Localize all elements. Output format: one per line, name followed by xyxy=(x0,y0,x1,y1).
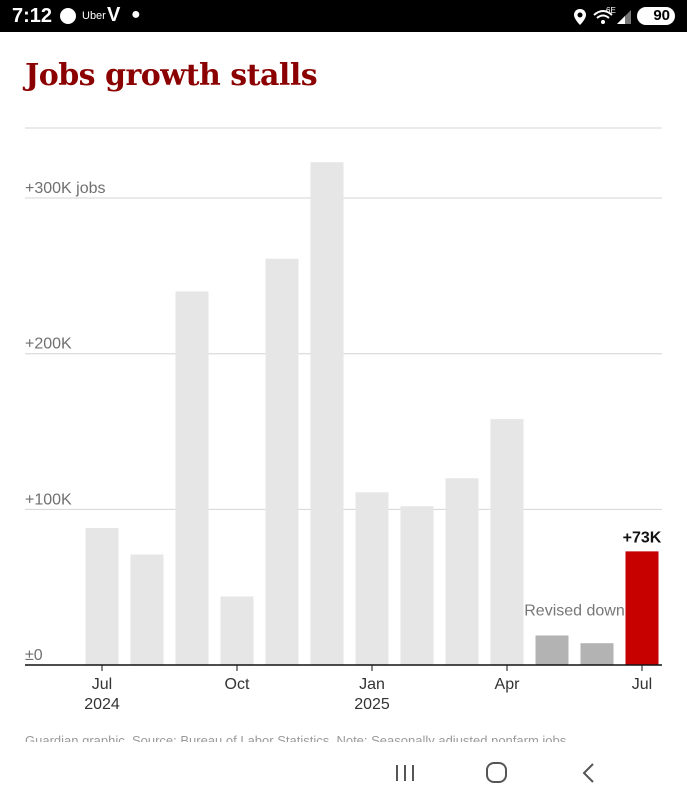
bar-jan-2025 xyxy=(355,492,389,665)
home-icon[interactable] xyxy=(482,760,510,786)
chart-title: Jobs growth stalls xyxy=(25,58,318,93)
navigation-bar xyxy=(0,748,687,800)
wifi-icon xyxy=(593,10,613,24)
status-time: 7:12 xyxy=(12,5,53,27)
bar-jul-2025 xyxy=(625,551,659,665)
bar-feb-2025 xyxy=(400,506,434,665)
battery-level: 90 xyxy=(653,7,670,24)
x-tick-label: Oct xyxy=(225,676,250,693)
bar-jul-2024 xyxy=(85,528,119,665)
location-icon xyxy=(574,9,586,25)
bar-chart: ±0 +100K +200K +300K jobs Jul 2024 Oct Jan 2025 A… xyxy=(25,127,662,713)
bar-oct-2024 xyxy=(220,596,254,665)
bar-apr-2025 xyxy=(490,419,524,665)
bar-may-2025 xyxy=(535,635,569,665)
recent-apps-icon[interactable] xyxy=(392,760,420,786)
x-tick-label: Jan xyxy=(359,676,385,693)
y-tick-label: +200K xyxy=(25,336,72,353)
y-tick-label: ±0 xyxy=(25,647,43,664)
x-tick-year: 2024 xyxy=(84,696,120,713)
bar-jun-2025 xyxy=(580,643,614,665)
annotation-latest-value: +73K xyxy=(623,529,662,546)
battery-icon: 90 xyxy=(637,7,675,25)
more-notifications-icon: ● xyxy=(131,6,141,23)
x-tick-label: Jul xyxy=(632,676,652,693)
x-tick-label: Apr xyxy=(495,676,521,693)
app-notification-icon xyxy=(60,8,76,24)
status-bar: 7:12 Uber V ● 6E 90 xyxy=(0,0,687,32)
annotation-revised-down: Revised down xyxy=(524,602,625,619)
back-icon[interactable] xyxy=(574,760,602,786)
bar-sep-2024 xyxy=(175,291,209,665)
y-tick-label: +100K xyxy=(25,491,72,508)
signal-icon xyxy=(617,10,631,24)
bar-aug-2024 xyxy=(130,554,164,665)
y-tick-label: +300K jobs xyxy=(25,180,106,197)
bar-nov-2024 xyxy=(265,258,299,665)
bar-dec-2024 xyxy=(310,162,344,666)
chart-caption: Guardian graphic. Source: Bureau of Labo… xyxy=(25,733,567,742)
network-type-label: 6E xyxy=(606,6,616,15)
bar-mar-2025 xyxy=(445,478,479,665)
uber-notification-icon: Uber xyxy=(82,10,106,22)
v-notification-icon: V xyxy=(107,4,121,26)
x-tick-year: 2025 xyxy=(354,696,390,713)
x-tick-label: Jul xyxy=(92,676,112,693)
